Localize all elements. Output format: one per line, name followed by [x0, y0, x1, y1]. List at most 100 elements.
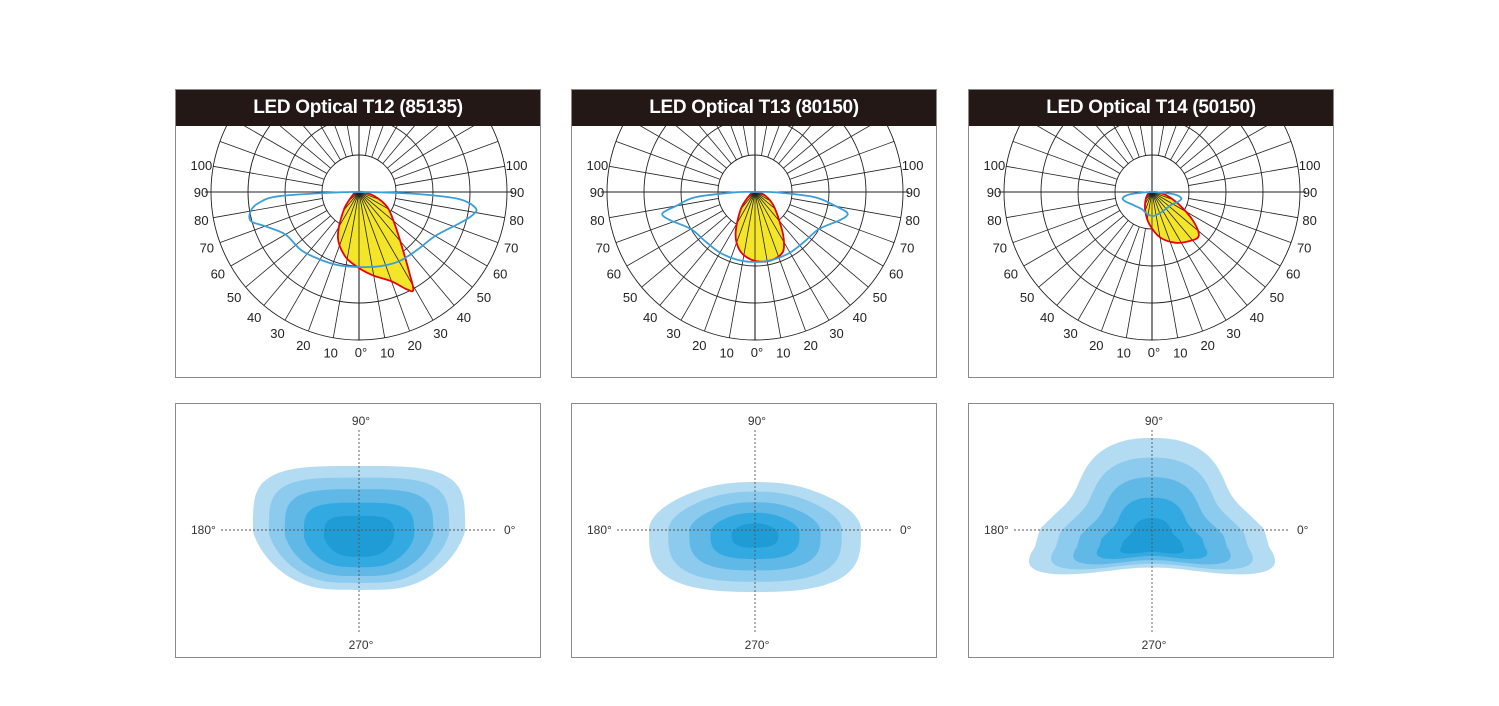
- polar-panel-t13: LED Optical T13 (80150) 100 100 90 90 80 80 70…: [571, 89, 937, 378]
- polar-spoke: [615, 141, 721, 180]
- polar-angle-label: 90: [590, 185, 604, 200]
- polar-spoke: [639, 126, 724, 174]
- polar-spoke: [786, 210, 884, 267]
- polar-angle-label: 50: [477, 290, 491, 305]
- polar-spoke: [1164, 126, 1177, 158]
- isolux-label-0: 0°: [900, 523, 912, 537]
- polar-spoke: [1180, 126, 1232, 169]
- polar-angle-label: 20: [1200, 338, 1214, 353]
- polar-spoke: [786, 126, 871, 174]
- polar-angle-label: 50: [1020, 290, 1034, 305]
- polar-spoke-overlay: [358, 191, 386, 292]
- polar-spoke: [1158, 126, 1165, 156]
- polar-angle-label: 80: [590, 213, 604, 228]
- polar-spoke: [699, 126, 732, 164]
- polar-angle-label: 40: [1250, 310, 1264, 325]
- blue-c90-curve: [248, 191, 478, 269]
- polar-spoke: [1006, 165, 1116, 186]
- polar-spoke: [1186, 141, 1292, 180]
- polar-spoke-overlay: [358, 191, 410, 292]
- isolux-panel-t12: 90° 180° 0° 270°: [175, 403, 541, 658]
- polar-spoke: [377, 126, 398, 161]
- polar-spoke-overlay: [754, 191, 782, 262]
- polar-angle-label: 20: [692, 338, 706, 353]
- polar-spoke: [390, 126, 475, 174]
- isolux-diagram-t12: 90° 180° 0° 270°: [191, 414, 516, 652]
- polar-spoke: [761, 126, 768, 156]
- polar-spoke-overlay: [358, 191, 414, 292]
- isolux-label-270: 270°: [349, 638, 374, 652]
- polar-spoke-overlay: [754, 191, 785, 262]
- polar-spoke: [365, 126, 372, 156]
- polar-angle-label: 100: [1299, 158, 1321, 173]
- polar-angle-label: 100: [984, 158, 1006, 173]
- isolux-label-90: 90°: [748, 414, 766, 428]
- polar-angle-label: 90: [194, 185, 208, 200]
- polar-zero-label: 0°: [751, 345, 763, 360]
- isolux-label-0: 0°: [1297, 523, 1309, 537]
- polar-angle-label: 70: [900, 240, 914, 255]
- polar-angle-label: 20: [296, 338, 310, 353]
- polar-spoke: [1183, 210, 1281, 267]
- isolux-label-0: 0°: [504, 523, 516, 537]
- polar-spoke: [395, 165, 505, 186]
- polar-spoke-overlay: [337, 191, 360, 292]
- polar-spoke: [675, 126, 727, 169]
- isolux-label-270: 270°: [745, 638, 770, 652]
- polar-spoke: [626, 210, 724, 267]
- polar-spoke: [1012, 204, 1118, 243]
- polar-spoke: [609, 198, 719, 219]
- polar-angle-label: 70: [504, 240, 518, 255]
- polar-angle-label: 50: [227, 290, 241, 305]
- polar-spoke: [1139, 126, 1146, 156]
- polar-spoke: [783, 215, 869, 288]
- polar-title-t12: LED Optical T12 (85135): [176, 90, 540, 126]
- polar-spoke: [789, 204, 895, 243]
- polar-angle-label: 10: [776, 346, 790, 361]
- isolux-label-180: 180°: [984, 523, 1009, 537]
- polar-spoke: [1175, 126, 1208, 164]
- polar-angle-label: 90: [906, 185, 920, 200]
- polar-spoke: [390, 210, 488, 267]
- polar-angle-label: 40: [1040, 310, 1054, 325]
- polar-spoke: [393, 204, 499, 243]
- polar-spoke: [263, 220, 336, 306]
- polar-spoke-overlay: [1151, 191, 1179, 243]
- polar-spoke: [1183, 126, 1268, 174]
- polar-panel-t12: LED Optical T12 (85135) 100 100 90 90 80 80 70…: [175, 89, 541, 378]
- polar-angle-label: 20: [803, 338, 817, 353]
- polar-spoke-overlay: [1151, 191, 1199, 243]
- polar-angle-label: 80: [1302, 213, 1316, 228]
- polar-spoke: [1113, 126, 1134, 161]
- blue-c90-curve: [1121, 191, 1183, 217]
- polar-zero-label: 0°: [1148, 345, 1160, 360]
- polar-angle-label: 80: [194, 213, 208, 228]
- polar-spoke-overlay: [358, 191, 414, 288]
- polar-spoke: [716, 126, 737, 161]
- polar-spoke: [219, 204, 325, 243]
- polar-spoke: [334, 126, 347, 158]
- polar-spoke: [213, 198, 323, 219]
- polar-spoke: [791, 198, 901, 219]
- polar-spoke-overlay: [337, 191, 360, 292]
- polar-angle-label: 60: [889, 267, 903, 282]
- polar-spoke: [1006, 198, 1116, 219]
- red-c0-curve: [336, 190, 415, 293]
- polar-zero-label: 0°: [355, 345, 367, 360]
- polar-angle-label: 70: [200, 240, 214, 255]
- polar-spoke: [767, 126, 780, 158]
- polar-angle-label: 30: [829, 326, 843, 341]
- polar-spoke: [346, 126, 353, 156]
- polar-angle-label: 50: [1270, 290, 1284, 305]
- polar-spoke: [1186, 204, 1292, 243]
- polar-spoke: [1125, 228, 1146, 338]
- polar-angle-label: 90: [510, 185, 524, 200]
- polar-panel-t14: LED Optical T14 (50150) 100 100 90 90 80 80 70…: [968, 89, 1334, 378]
- polar-spoke-overlay: [1151, 191, 1199, 243]
- polar-spoke-overlay: [1144, 191, 1153, 243]
- polar-spoke: [1036, 126, 1121, 174]
- polar-angle-label: 20: [407, 338, 421, 353]
- isolux-label-180: 180°: [191, 523, 216, 537]
- polar-spoke-overlay: [735, 191, 756, 262]
